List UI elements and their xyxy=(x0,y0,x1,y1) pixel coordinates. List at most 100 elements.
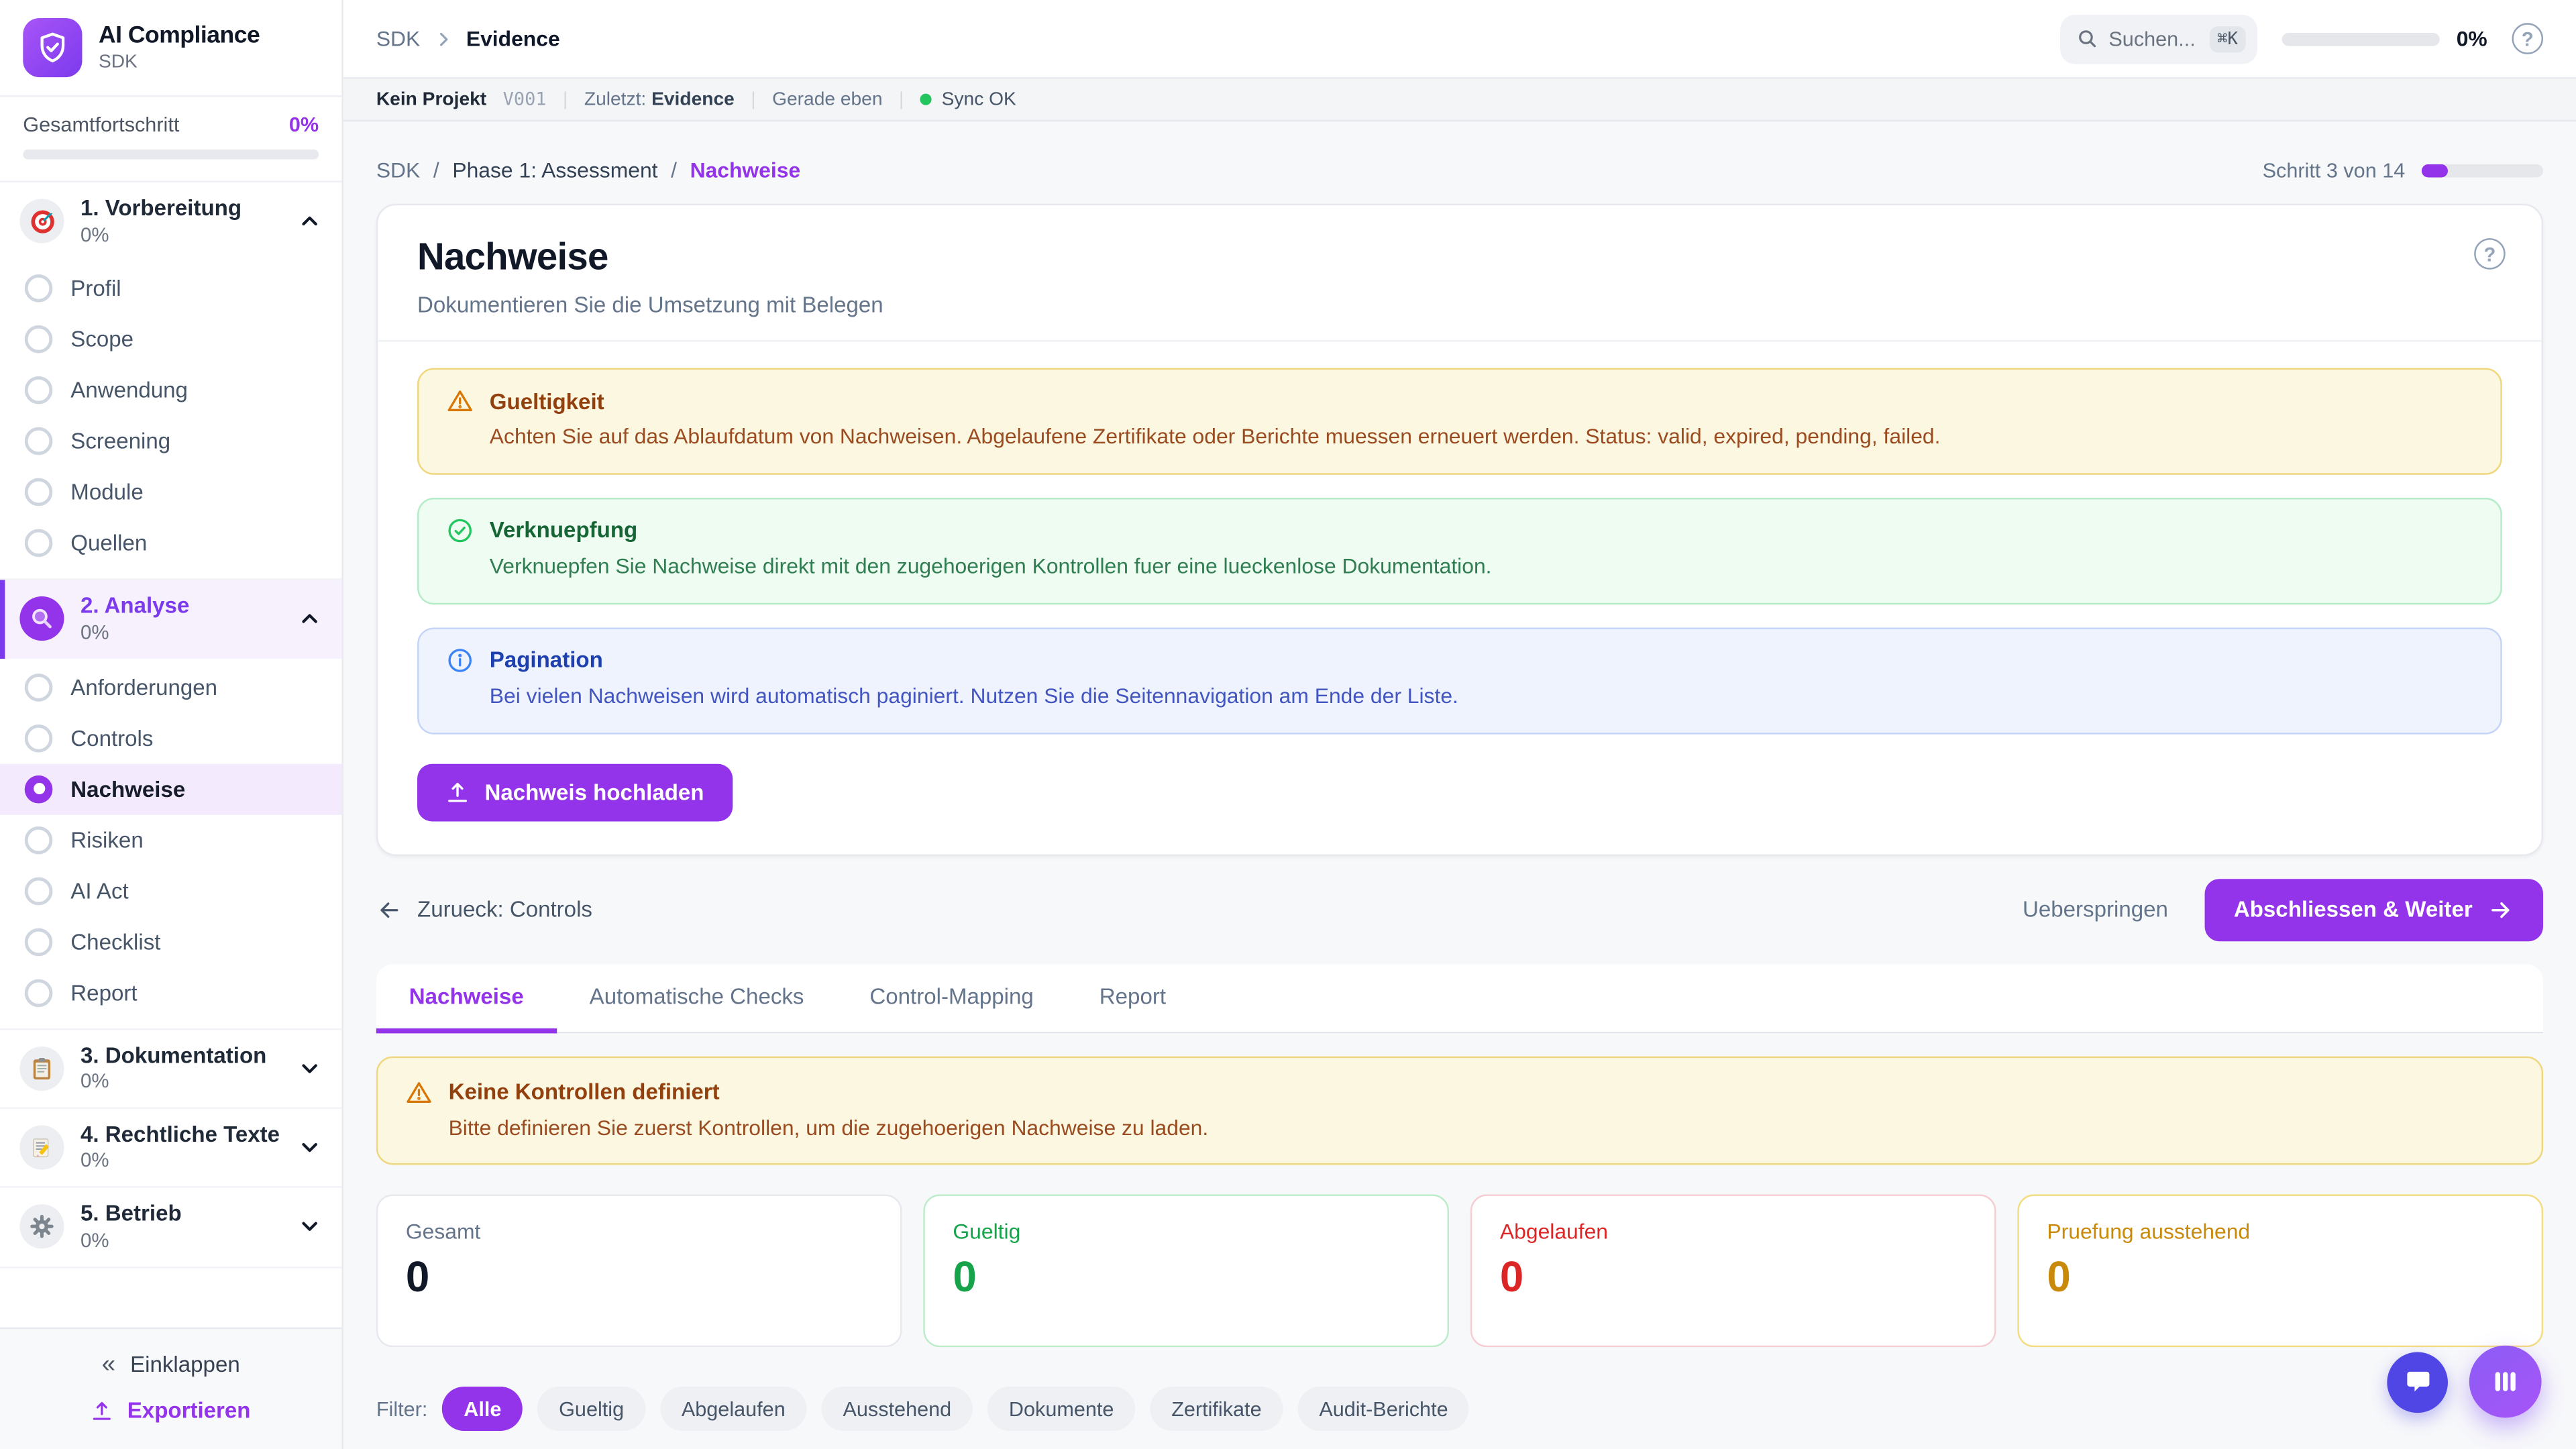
warning-triangle-icon xyxy=(445,386,475,416)
sidebar-item-checklist[interactable]: Checklist xyxy=(0,916,341,967)
search-input[interactable] xyxy=(2108,27,2198,50)
radio-checked-icon xyxy=(24,775,53,803)
nav-section-vorbereitung: 1. Vorbereitung 0% Profil Scope Anwendun… xyxy=(0,182,342,581)
sidebar-item-controls[interactable]: Controls xyxy=(0,712,341,763)
breadcrumb-root[interactable]: SDK xyxy=(376,26,421,51)
filter-label: Filter: xyxy=(376,1397,428,1421)
tab-automatische-checks[interactable]: Automatische Checks xyxy=(557,963,837,1032)
radio-icon xyxy=(24,724,53,752)
radio-icon xyxy=(24,978,53,1007)
sidebar-item-risiken[interactable]: Risiken xyxy=(0,814,341,865)
keyboard-shortcut-badge: ⌘K xyxy=(2208,25,2247,52)
upload-nachweis-button[interactable]: Nachweis hochladen xyxy=(417,763,733,821)
status-bar: Kein Projekt V001 | Zuletzt: Evidence | … xyxy=(343,78,2576,122)
back-to-controls-link[interactable]: Zurueck: Controls xyxy=(376,896,592,922)
section-header-analyse[interactable]: 2. Analyse 0% xyxy=(0,580,342,659)
sidebar: AI Compliance SDK Gesamtfortschritt 0% xyxy=(0,0,343,1449)
top-header: SDK Evidence ⌘K xyxy=(343,0,2576,79)
filter-zertifikate[interactable]: Zertifikate xyxy=(1150,1387,1283,1432)
step-label: Schritt 3 von 14 xyxy=(2262,158,2406,182)
filter-audit-berichte[interactable]: Audit-Berichte xyxy=(1297,1387,1470,1432)
alert-pagination: Pagination Bei vielen Nachweisen wird au… xyxy=(417,627,2502,734)
radio-icon xyxy=(24,529,53,557)
export-button[interactable]: Exportieren xyxy=(91,1398,251,1423)
sidebar-item-ai-act[interactable]: AI Act xyxy=(0,865,341,916)
filter-alle[interactable]: Alle xyxy=(442,1387,523,1432)
sidebar-item-quellen[interactable]: Quellen xyxy=(0,518,341,569)
breadcrumb: SDK Evidence xyxy=(376,26,560,51)
step-progress: Schritt 3 von 14 xyxy=(2262,158,2544,182)
stats-row: Gesamt 0 Gueltig 0 Abgelaufen 0 Pruefung… xyxy=(376,1195,2544,1348)
skip-button[interactable]: Ueberspringen xyxy=(2023,897,2168,922)
alert-verknuepfung: Verknuepfung Verknuepfen Sie Nachweise d… xyxy=(417,497,2502,604)
overall-progress-label: Gesamtfortschritt xyxy=(23,113,180,137)
radio-icon xyxy=(24,825,53,854)
search-box[interactable]: ⌘K xyxy=(2059,13,2258,64)
chevron-down-icon xyxy=(297,1056,322,1081)
page-subtitle: Dokumentieren Sie die Umsetzung mit Bele… xyxy=(417,292,883,317)
board-view-fab-button[interactable] xyxy=(2469,1345,2542,1418)
chevron-up-icon xyxy=(297,607,322,632)
section-header-dokumentation[interactable]: 3. Dokumentation 0% xyxy=(0,1030,341,1108)
section-percent: 0% xyxy=(80,1069,109,1093)
tab-control-mapping[interactable]: Control-Mapping xyxy=(837,963,1066,1032)
sidebar-nav: 1. Vorbereitung 0% Profil Scope Anwendun… xyxy=(0,182,342,1328)
sidebar-item-nachweise[interactable]: Nachweise xyxy=(0,763,342,814)
sidebar-header: AI Compliance SDK xyxy=(0,0,342,97)
arrow-right-icon xyxy=(2487,896,2514,922)
sidebar-item-report[interactable]: Report xyxy=(0,967,341,1018)
card-help-icon[interactable]: ? xyxy=(2474,238,2506,270)
radio-icon xyxy=(24,927,53,956)
sidebar-item-scope[interactable]: Scope xyxy=(0,315,341,366)
version-badge: V001 xyxy=(502,89,547,111)
section-percent: 0% xyxy=(80,1228,109,1252)
stat-card-gesamt: Gesamt 0 xyxy=(376,1195,902,1348)
sidebar-item-profil[interactable]: Profil xyxy=(0,264,341,315)
radio-icon xyxy=(24,673,53,701)
stat-card-pruefung-ausstehend: Pruefung ausstehend 0 xyxy=(2017,1195,2544,1348)
app-subtitle: SDK xyxy=(98,52,138,72)
sidebar-item-module[interactable]: Module xyxy=(0,467,341,518)
radio-icon xyxy=(24,376,53,405)
upload-icon xyxy=(445,780,470,804)
section-header-rechtliche-texte[interactable]: 4. Rechtliche Texte 0% xyxy=(0,1109,341,1187)
header-progress-percent: 0% xyxy=(2456,26,2487,51)
collapse-sidebar-button[interactable]: « Einklappen xyxy=(101,1350,240,1379)
nav-section-betrieb: 5. Betrieb 0% xyxy=(0,1188,342,1268)
search-icon xyxy=(2076,28,2097,50)
tab-nachweise[interactable]: Nachweise xyxy=(376,963,557,1033)
overall-progress-percent: 0% xyxy=(288,113,319,137)
chat-fab-button[interactable] xyxy=(2387,1351,2448,1412)
page-breadcrumb: SDK / Phase 1: Assessment / Nachweise xyxy=(376,158,801,182)
upload-icon xyxy=(91,1399,114,1421)
chat-bubble-icon xyxy=(2403,1367,2432,1397)
filter-dokumente[interactable]: Dokumente xyxy=(987,1387,1136,1432)
radio-icon xyxy=(24,478,53,507)
page-breadcrumb-sdk[interactable]: SDK xyxy=(376,158,421,182)
page-breadcrumb-phase[interactable]: Phase 1: Assessment xyxy=(452,158,658,182)
sidebar-item-anwendung[interactable]: Anwendung xyxy=(0,365,341,416)
filter-gueltig[interactable]: Gueltig xyxy=(537,1387,645,1432)
sidebar-item-screening[interactable]: Screening xyxy=(0,416,341,467)
warning-triangle-icon xyxy=(404,1077,433,1106)
sidebar-item-anforderungen[interactable]: Anforderungen xyxy=(0,661,341,712)
memo-pencil-icon xyxy=(19,1125,64,1170)
step-progress-bar xyxy=(2421,163,2544,177)
target-icon xyxy=(19,199,64,244)
tab-bar: Nachweise Automatische Checks Control-Ma… xyxy=(376,963,2544,1033)
section-header-vorbereitung[interactable]: 1. Vorbereitung 0% xyxy=(0,182,341,260)
filter-abgelaufen[interactable]: Abgelaufen xyxy=(659,1387,807,1432)
chevron-right-icon xyxy=(433,29,453,48)
clipboard-icon xyxy=(19,1046,64,1091)
section-label: 5. Betrieb xyxy=(80,1201,182,1226)
tab-report[interactable]: Report xyxy=(1067,963,1199,1032)
project-status: Kein Projekt xyxy=(376,89,487,109)
complete-next-button[interactable]: Abschliessen & Weiter xyxy=(2204,878,2544,941)
main-area: SDK Evidence ⌘K xyxy=(343,0,2576,1449)
help-icon[interactable]: ? xyxy=(2512,23,2544,54)
section-header-betrieb[interactable]: 5. Betrieb 0% xyxy=(0,1188,341,1266)
breadcrumb-current: Evidence xyxy=(466,26,560,51)
filter-ausstehend[interactable]: Ausstehend xyxy=(821,1387,973,1432)
collapse-icon: « xyxy=(101,1350,116,1379)
